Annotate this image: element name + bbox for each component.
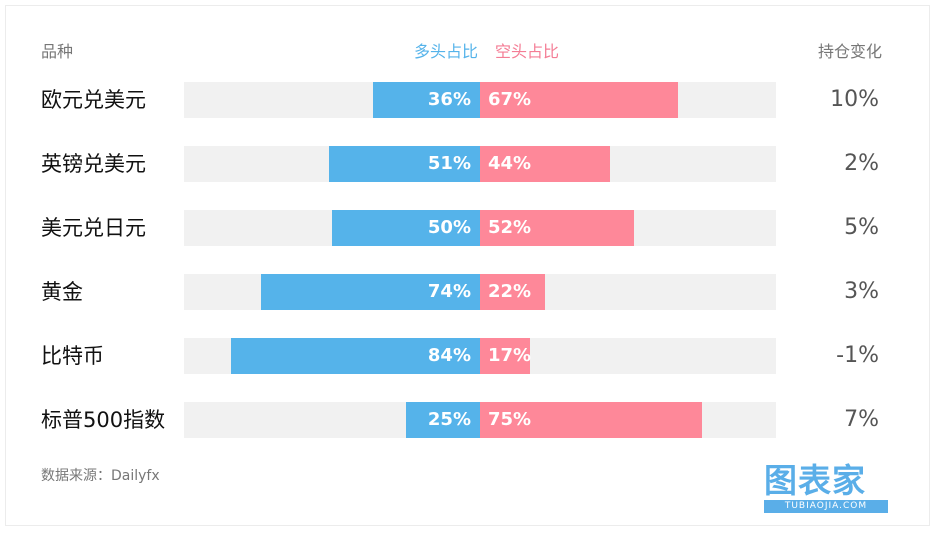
- short-ratio-header: 空头占比: [495, 42, 560, 61]
- logo-url-strip: TUBIAOJIA.COM: [764, 500, 888, 513]
- long-ratio-value: 36%: [427, 89, 471, 110]
- position-change-header: 持仓变化: [817, 42, 882, 61]
- position-change-value: 10%: [830, 87, 879, 112]
- chart-row: 黄金 74% 22% 3%: [0, 274, 937, 310]
- category-label: 欧元兑美元: [41, 88, 146, 112]
- short-ratio-bar: [480, 210, 634, 246]
- long-ratio-bar: [260, 274, 480, 310]
- chart-row: 比特币 84% 17% -1%: [0, 338, 937, 374]
- short-ratio-value: 75%: [488, 409, 532, 430]
- category-column-header: 品种: [41, 42, 74, 61]
- position-change-value: 5%: [844, 215, 879, 240]
- category-label: 英镑兑美元: [41, 152, 146, 176]
- category-label: 美元兑日元: [41, 216, 146, 240]
- long-ratio-value: 50%: [427, 217, 471, 238]
- chart-row: 标普500指数 25% 75% 7%: [0, 402, 937, 438]
- long-ratio-value: 51%: [427, 153, 471, 174]
- long-ratio-bar: [373, 82, 480, 118]
- category-label: 比特币: [41, 344, 104, 368]
- chart-row: 欧元兑美元 36% 67% 10%: [0, 82, 937, 118]
- position-change-value: 7%: [844, 407, 879, 432]
- brand-logo: 图表家 TUBIAOJIA.COM: [764, 462, 892, 513]
- position-change-value: 2%: [844, 151, 879, 176]
- category-label: 黄金: [41, 280, 83, 304]
- short-ratio-value: 52%: [488, 217, 532, 238]
- short-ratio-bar: [480, 402, 702, 438]
- long-ratio-value: 25%: [427, 409, 471, 430]
- long-ratio-header: 多头占比: [413, 42, 478, 61]
- long-ratio-bar: [406, 402, 480, 438]
- short-ratio-bar: [480, 82, 679, 118]
- logo-wordmark: 图表家: [764, 461, 866, 500]
- short-ratio-value: 22%: [488, 281, 532, 302]
- category-label: 标普500指数: [41, 408, 166, 432]
- position-change-value: 3%: [844, 279, 879, 304]
- short-ratio-value: 44%: [488, 153, 532, 174]
- position-change-value: -1%: [836, 343, 879, 368]
- short-ratio-bar: [480, 338, 531, 374]
- long-ratio-bar: [231, 338, 480, 374]
- chart-row: 英镑兑美元 51% 44% 2%: [0, 146, 937, 182]
- data-source-note: 数据来源：Dailyfx: [41, 468, 160, 484]
- short-ratio-value: 17%: [488, 345, 532, 366]
- short-ratio-bar: [480, 146, 611, 182]
- chart-row: 美元兑日元 50% 52% 5%: [0, 210, 937, 246]
- long-ratio-bar: [332, 210, 480, 246]
- long-ratio-value: 84%: [427, 345, 471, 366]
- short-ratio-value: 67%: [488, 89, 532, 110]
- long-ratio-value: 74%: [427, 281, 471, 302]
- long-ratio-bar: [329, 146, 480, 182]
- short-ratio-bar: [480, 274, 546, 310]
